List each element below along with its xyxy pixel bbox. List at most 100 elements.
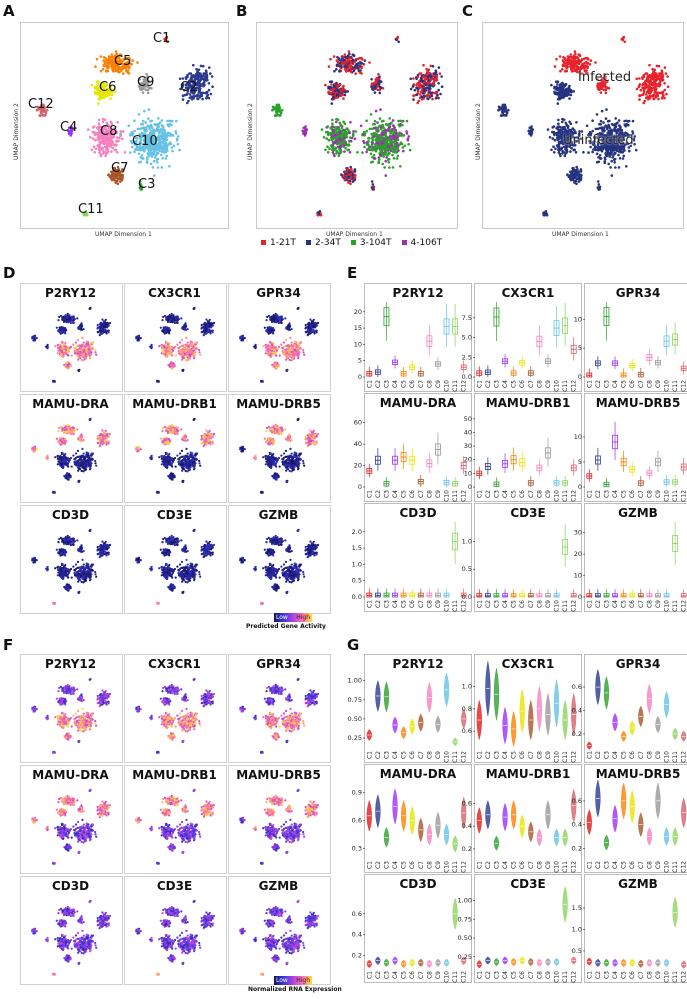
umap-point — [501, 107, 505, 110]
umap-point — [330, 102, 334, 105]
umap-point — [584, 56, 587, 60]
umap-point — [110, 53, 114, 56]
umap-point — [650, 76, 654, 79]
umap-point — [64, 332, 67, 335]
umap-point — [64, 351, 67, 354]
umap-point — [121, 169, 124, 173]
umap-point — [596, 180, 600, 183]
umap-point — [164, 329, 168, 333]
umap-point — [341, 131, 344, 135]
umap-point — [561, 63, 565, 67]
umap-point — [657, 97, 660, 101]
umap-point — [337, 154, 341, 158]
umap-point — [562, 96, 565, 99]
umap-point — [110, 150, 113, 153]
umap-point — [68, 346, 71, 349]
umap-point — [580, 67, 583, 71]
umap-point — [164, 36, 168, 40]
umap-point — [55, 326, 58, 329]
umap-point — [391, 119, 395, 122]
umap-point — [358, 56, 361, 60]
umap-point — [326, 130, 330, 134]
umap-point — [603, 82, 606, 86]
umap-point — [146, 139, 149, 143]
umap-point — [99, 87, 102, 90]
umap-point — [105, 332, 108, 335]
umap-point — [152, 150, 155, 153]
umap-point — [340, 62, 344, 65]
umap-point — [161, 157, 165, 160]
umap-point — [354, 72, 357, 75]
umap-point — [128, 58, 132, 61]
umap-point — [575, 165, 578, 169]
umap-point — [597, 141, 600, 145]
umap-point — [57, 349, 60, 352]
umap-point — [564, 131, 567, 134]
umap-point — [552, 130, 556, 134]
umap-point — [434, 97, 438, 100]
umap-point — [664, 72, 668, 75]
umap-point — [105, 83, 108, 86]
umap-point — [430, 94, 434, 98]
umap-point — [568, 120, 571, 124]
umap-point — [422, 75, 426, 78]
umap-point — [377, 73, 380, 76]
umap-point — [114, 128, 117, 132]
umap-point — [572, 90, 575, 93]
umap-point — [345, 60, 349, 63]
umap-point — [342, 97, 345, 100]
umap-point — [112, 143, 116, 147]
umap-point — [102, 149, 105, 153]
umap-point — [336, 145, 340, 149]
umap-point — [360, 58, 364, 61]
umap-point — [621, 141, 625, 145]
umap-point — [96, 83, 100, 86]
umap-point — [125, 69, 128, 73]
umap-point — [335, 68, 338, 71]
umap-point — [116, 177, 120, 181]
umap-point — [351, 170, 354, 173]
umap-point — [205, 318, 208, 321]
umap-point — [557, 122, 560, 125]
umap-point — [628, 134, 632, 137]
umap-point — [394, 147, 397, 150]
umap-point — [119, 180, 122, 183]
umap-point — [137, 113, 141, 116]
umap-point — [169, 120, 173, 123]
umap-point — [99, 134, 102, 137]
umap-point — [642, 101, 645, 105]
umap-point — [109, 84, 112, 88]
umap-point — [497, 108, 500, 112]
umap-point — [578, 54, 582, 57]
umap-point — [415, 77, 418, 81]
umap-point — [98, 323, 101, 326]
umap-point — [351, 180, 355, 183]
umap-point — [370, 186, 374, 189]
umap-point — [582, 151, 585, 154]
umap-point — [36, 105, 39, 109]
umap-point — [573, 64, 576, 67]
umap-point — [326, 125, 330, 128]
umap-point — [85, 348, 88, 352]
umap-point — [59, 345, 62, 348]
umap-point — [336, 56, 339, 59]
umap-point — [355, 62, 359, 66]
umap-point — [611, 156, 614, 159]
umap-point — [375, 77, 379, 80]
umap-point — [554, 147, 557, 150]
umap-point — [143, 77, 147, 80]
umap-point — [546, 128, 550, 131]
umap-point — [561, 149, 564, 153]
umap-point — [429, 64, 433, 68]
umap-point — [597, 137, 600, 140]
umap-point — [385, 141, 389, 144]
umap-point — [575, 66, 579, 69]
umap-point — [104, 154, 107, 158]
umap-point — [610, 174, 614, 177]
umap-point — [582, 67, 586, 70]
umap-point — [186, 101, 189, 105]
umap-point — [159, 326, 162, 329]
umap-point — [567, 131, 570, 135]
umap-point — [378, 91, 382, 95]
umap-point — [178, 77, 182, 81]
